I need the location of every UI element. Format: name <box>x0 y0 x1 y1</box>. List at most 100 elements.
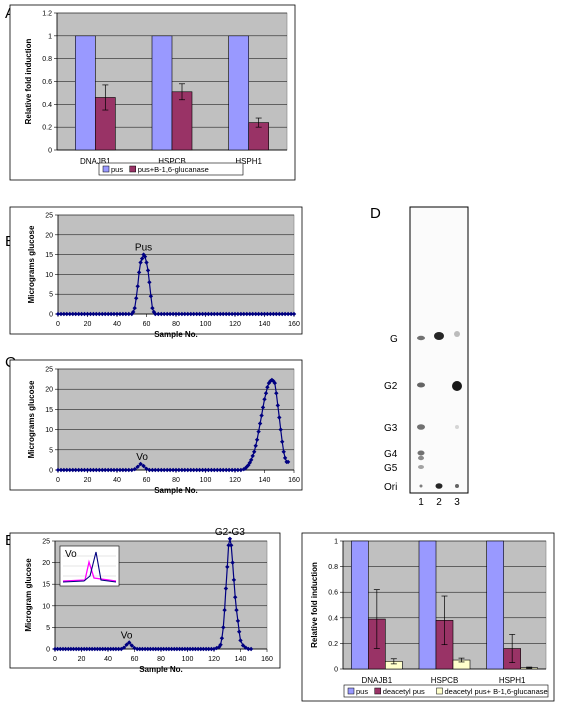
data-point <box>265 311 270 317</box>
data-point <box>94 467 99 473</box>
data-point <box>106 467 111 473</box>
data-point <box>232 467 238 473</box>
x-category-label: HSPCB <box>158 157 186 166</box>
data-point <box>79 646 84 652</box>
x-category-label: HSPH1 <box>499 676 526 685</box>
data-point <box>256 429 261 434</box>
data-point <box>274 391 279 396</box>
data-point <box>138 260 143 265</box>
data-point <box>161 646 166 652</box>
data-point <box>132 467 137 472</box>
gel-spot <box>454 331 460 337</box>
data-point <box>206 467 211 473</box>
y-tick-label: 15 <box>42 582 50 589</box>
panel-label-D: D <box>370 205 381 222</box>
data-point <box>182 646 188 652</box>
gel-label-g4: G4 <box>384 449 398 460</box>
y-tick-label: 0.4 <box>328 615 338 622</box>
legend-swatch <box>374 687 381 695</box>
data-point <box>268 311 273 317</box>
data-point <box>250 311 255 317</box>
data-point <box>221 625 226 630</box>
data-point <box>234 607 239 613</box>
inset-blue-line <box>62 551 117 583</box>
lane-label: 3 <box>454 497 460 508</box>
y-tick-label: 0.2 <box>42 125 52 132</box>
data-point <box>103 646 108 652</box>
legend-label: pus+B-1,6-glucanase <box>138 165 209 174</box>
data-point <box>212 467 217 473</box>
data-point <box>227 536 233 541</box>
data-point <box>55 311 61 317</box>
lane-label: 1 <box>418 497 424 508</box>
gel-label-g5: G5 <box>384 463 398 474</box>
data-point <box>221 311 226 317</box>
data-point <box>209 646 214 652</box>
data-point <box>197 467 202 473</box>
x-tick-label: 160 <box>288 477 300 484</box>
data-point <box>195 646 201 652</box>
y-tick-label: 0.6 <box>328 590 338 597</box>
gel-spot <box>419 484 423 488</box>
data-point <box>238 311 244 317</box>
x-tick-label: 40 <box>113 321 121 328</box>
gel-spot <box>418 465 424 469</box>
data-point <box>191 467 196 473</box>
data-point <box>63 646 68 652</box>
data-point <box>76 467 81 473</box>
data-point <box>124 642 129 647</box>
data-point <box>237 629 242 634</box>
data-point <box>88 467 93 473</box>
y-tick-label: 0.6 <box>42 79 52 86</box>
data-point <box>117 467 123 473</box>
data-point <box>162 311 167 317</box>
bar-pus-b-1-6-glucanase-hspcb <box>171 91 193 151</box>
data-point <box>136 270 142 275</box>
data-point <box>103 311 108 317</box>
data-point <box>224 311 229 317</box>
bar-pus-dnajb1 <box>351 540 369 670</box>
data-point <box>70 467 75 473</box>
gel-spot <box>452 381 462 391</box>
y-tick-label: 0.2 <box>328 641 338 648</box>
data-point <box>150 646 156 652</box>
data-point <box>144 466 149 472</box>
chart-F: 0 0.2 0.4 0.6 0.8 1 DNAJB1 HSPCB HSPH1 Relative f… <box>301 532 555 702</box>
data-point <box>140 646 145 652</box>
data-point <box>153 646 158 652</box>
gel-spot <box>417 335 425 341</box>
x-tick-label: 160 <box>288 321 300 328</box>
annotation-label: Pus <box>135 243 152 254</box>
data-point <box>280 439 285 444</box>
x-tick-label: 40 <box>113 477 121 484</box>
x-tick-label: 100 <box>200 321 212 328</box>
x-tick-label: 0 <box>56 321 60 328</box>
data-point <box>165 467 170 473</box>
x-category-label: DNAJB1 <box>361 676 392 685</box>
y-axis-title: Relative fold induction <box>24 38 33 124</box>
data-point <box>226 543 231 548</box>
data-point <box>126 467 131 473</box>
data-point <box>97 311 102 317</box>
data-point <box>158 646 164 652</box>
gel-label-g: G <box>390 334 398 345</box>
y-tick-label: 1 <box>48 33 52 40</box>
data-point <box>97 467 102 473</box>
data-point <box>162 467 167 473</box>
data-point <box>260 405 266 410</box>
bar-pus-hsph1 <box>486 540 504 670</box>
data-point <box>82 646 87 652</box>
chart-C: 0 5 10 15 20 25 0 20 40 60 80 100 120 140 160 Sample No… <box>9 359 303 495</box>
legend-label: deacetyl pus <box>383 687 425 696</box>
chart-E: 0 5 10 15 20 25 0 20 40 60 80 100 120 140 160 Sample No… <box>9 527 281 674</box>
data-point <box>123 467 128 473</box>
data-point <box>229 311 235 317</box>
data-point <box>194 311 199 317</box>
data-point <box>200 467 205 473</box>
data-point <box>238 638 243 643</box>
y-tick-label: 0.8 <box>328 564 338 571</box>
data-point <box>226 311 232 317</box>
data-point <box>282 311 288 317</box>
data-point <box>105 646 111 652</box>
data-point <box>148 294 154 299</box>
